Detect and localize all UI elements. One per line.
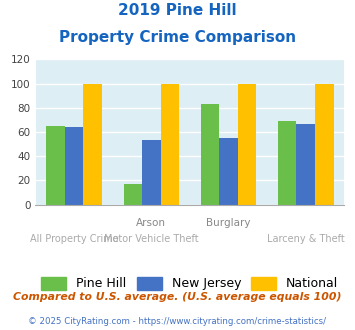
Text: Property Crime Comparison: Property Crime Comparison [59, 30, 296, 45]
Bar [160, 83, 179, 205]
Bar [238, 83, 256, 205]
Text: Larceny & Theft: Larceny & Theft [267, 234, 345, 244]
Text: Burglary: Burglary [206, 218, 251, 228]
Text: Arson: Arson [136, 218, 166, 228]
Text: Compared to U.S. average. (U.S. average equals 100): Compared to U.S. average. (U.S. average … [13, 292, 342, 302]
Bar [46, 126, 65, 205]
Text: 2019 Pine Hill: 2019 Pine Hill [118, 3, 237, 18]
Text: All Property Crime: All Property Crime [30, 234, 119, 244]
Bar [65, 127, 83, 205]
Bar [83, 83, 102, 205]
Bar [142, 141, 160, 205]
Text: © 2025 CityRating.com - https://www.cityrating.com/crime-statistics/: © 2025 CityRating.com - https://www.city… [28, 317, 327, 326]
Legend: Pine Hill, New Jersey, National: Pine Hill, New Jersey, National [37, 272, 343, 295]
Bar [296, 123, 315, 205]
Bar [219, 138, 238, 205]
Bar [278, 121, 296, 205]
Bar [124, 184, 142, 205]
Bar [201, 104, 219, 205]
Bar [315, 83, 334, 205]
Text: Motor Vehicle Theft: Motor Vehicle Theft [104, 234, 199, 244]
